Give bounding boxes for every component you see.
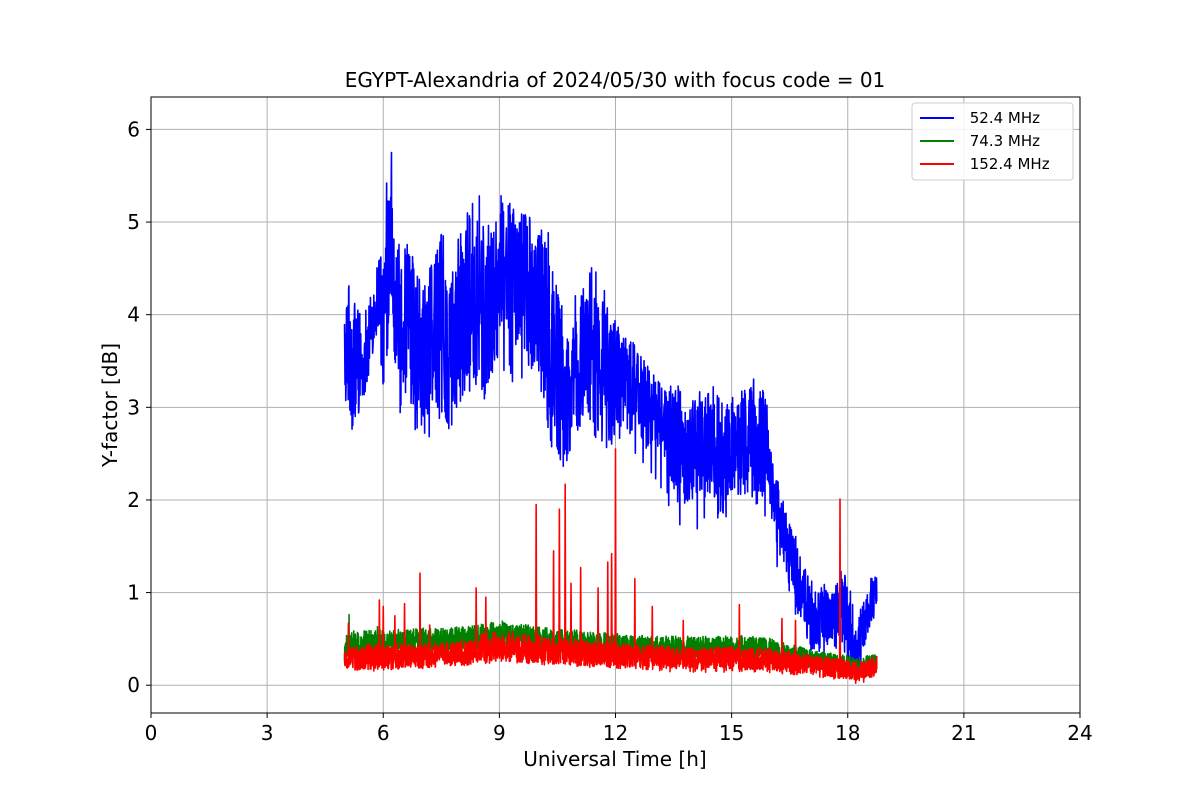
x-tick-label: 24 bbox=[1067, 721, 1092, 745]
x-tick-label: 3 bbox=[261, 721, 274, 745]
x-axis-label: Universal Time [h] bbox=[523, 747, 706, 771]
x-tick-label: 0 bbox=[145, 721, 158, 745]
legend-label-52-4: 52.4 MHz bbox=[965, 109, 1040, 127]
series-152-4-mhz-line bbox=[343, 448, 878, 685]
x-tick-label: 6 bbox=[377, 721, 390, 745]
y-tick-label: 0 bbox=[127, 673, 140, 697]
x-tick-label: 18 bbox=[835, 721, 860, 745]
y-tick-label: 3 bbox=[127, 395, 140, 419]
x-tick-label: 15 bbox=[719, 721, 744, 745]
legend-box bbox=[911, 102, 1074, 181]
y-axis-label: Y-factor [dB] bbox=[98, 343, 122, 468]
y-tick-label: 5 bbox=[127, 210, 140, 234]
legend-label-74-3: 74.3 MHz bbox=[965, 132, 1040, 150]
x-tick-label: 12 bbox=[603, 721, 628, 745]
y-tick-label: 4 bbox=[127, 303, 140, 327]
plot-layer bbox=[343, 151, 878, 685]
y-tick-label: 6 bbox=[127, 117, 140, 141]
series-52-4-mhz-line bbox=[343, 151, 878, 675]
y-tick-label: 1 bbox=[127, 581, 140, 605]
x-tick-label: 21 bbox=[951, 721, 976, 745]
legend: 52.4 MHz 74.3 MHz 152.4 MHz bbox=[911, 102, 1074, 181]
x-tick-label: 9 bbox=[493, 721, 506, 745]
y-tick-label: 2 bbox=[127, 488, 140, 512]
legend-label-152-4: 152.4 MHz bbox=[965, 155, 1050, 173]
chart-title: EGYPT-Alexandria of 2024/05/30 with focu… bbox=[345, 68, 886, 92]
